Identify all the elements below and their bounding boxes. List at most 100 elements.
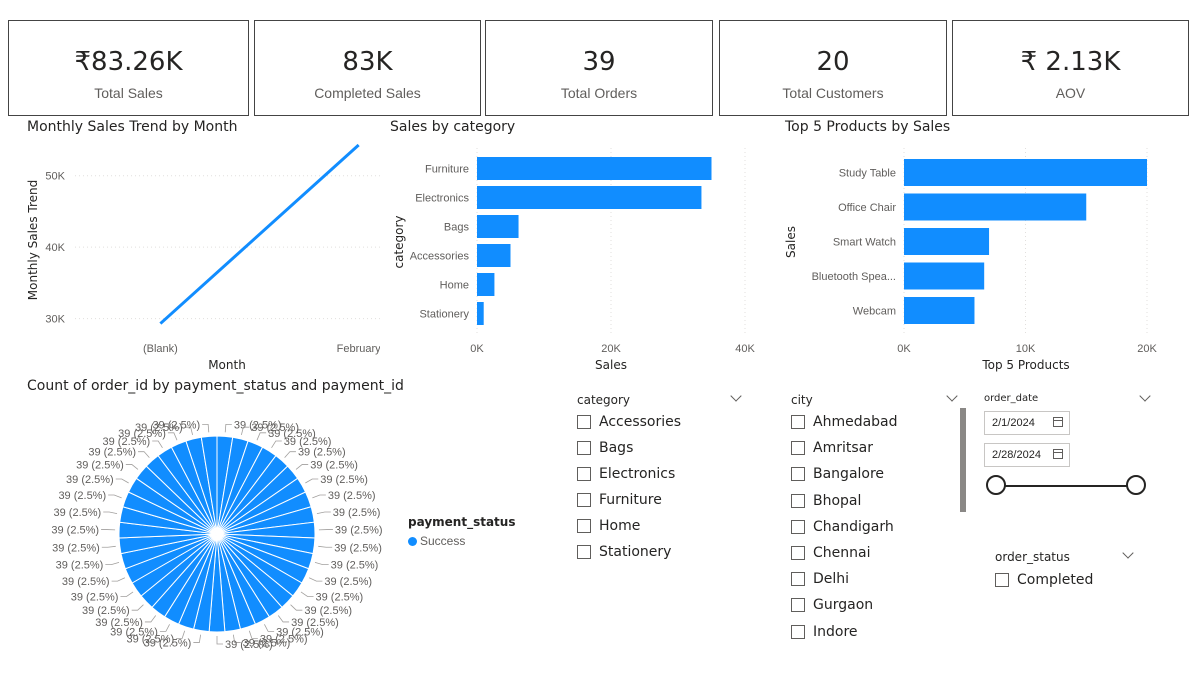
category-item-home[interactable]: Home [577,518,640,534]
monthly-sales-line-chart[interactable]: 30K 40K 50K (Blank) February Month Monthly … [20,140,380,375]
slice-label: 39 (2.5%) [95,617,143,629]
leader-line [216,636,223,645]
category-y-axis-title: category [392,215,406,268]
chevron-down-icon[interactable] [730,390,742,402]
bar[interactable] [477,273,495,296]
kpi-card-aov: ₹ 2.13K AOV [952,20,1189,116]
bar[interactable] [904,193,1087,221]
y-tick-label: 30K [45,314,65,326]
date-range-slider-start-handle[interactable] [986,475,1006,495]
start-date-input[interactable]: 2/1/2024 [984,411,1070,435]
category-label: Smart Watch [833,237,896,249]
calendar-icon[interactable] [1053,449,1063,459]
chevron-down-icon[interactable] [946,390,958,402]
products-x-axis-title: Top 5 Products [981,358,1069,372]
end-date-input[interactable]: 2/28/2024 [984,443,1070,467]
leader-line [108,494,122,499]
checkbox[interactable] [577,519,591,533]
legend-item-success[interactable]: Success [408,534,515,548]
leader-line [256,432,267,441]
leader-line [290,604,303,611]
city-item-indore[interactable]: Indore [791,624,858,640]
pie-legend: payment_status Success [408,515,515,548]
leader-line [184,426,193,436]
city-item-delhi[interactable]: Delhi [791,571,849,587]
chevron-down-icon[interactable] [1139,390,1151,402]
city-item-ahmedabad[interactable]: Ahmedabad [791,414,898,430]
date-range-slider-end-handle[interactable] [1126,475,1146,495]
kpi-label: Completed Sales [314,85,421,101]
slice-label: 39 (2.5%) [103,436,151,448]
city-item-bangalore[interactable]: Bangalore [791,466,884,482]
category-item-stationery[interactable]: Stationery [577,544,671,560]
item-label: Ahmedabad [813,414,898,430]
checkbox[interactable] [577,545,591,559]
checkbox[interactable] [791,546,805,560]
sales-trend-line[interactable] [159,143,360,325]
leader-line [312,494,326,499]
bar[interactable] [477,302,484,325]
top-products-chart[interactable]: Study Table Office Chair Smart Watch Blueto… [780,140,1180,375]
category-item-furniture[interactable]: Furniture [577,492,662,508]
city-item-gurgaon[interactable]: Gurgaon [791,597,873,613]
bar[interactable] [477,186,702,209]
leader-line [193,634,202,643]
category-item-accessories[interactable]: Accessories [577,414,681,430]
x-tick-label: 10K [1016,343,1036,355]
category-item-electronics[interactable]: Electronics [577,466,675,482]
bar[interactable] [904,297,975,324]
city-slicer-scrollbar[interactable] [960,408,966,512]
category-label: Electronics [415,193,469,205]
city-item-chennai[interactable]: Chennai [791,545,870,561]
checkbox[interactable] [791,415,805,429]
item-label: Home [599,518,641,534]
checkbox[interactable] [791,598,805,613]
bar[interactable] [477,157,712,180]
leader-line [159,624,170,632]
leader-line [264,624,275,632]
kpi-value: 83K [342,47,393,77]
checkbox[interactable] [577,441,591,455]
checkbox[interactable] [577,467,591,481]
checkbox[interactable] [791,519,805,534]
legend-dot-icon [408,536,417,546]
chevron-down-icon[interactable] [1122,547,1134,559]
sales-by-category-chart[interactable]: Furniture Electronics Bags Accessories Home S… [385,140,770,375]
slice-label: 39 (2.5%) [71,591,119,603]
bar[interactable] [904,159,1147,186]
category-label: Office Chair [838,202,896,214]
checkbox[interactable] [995,573,1009,587]
products-y-axis-title: Sales [784,226,798,258]
slice-label: 39 (2.5%) [324,576,372,588]
bar[interactable] [477,244,511,267]
slice-label: 39 (2.5%) [320,474,368,486]
checkbox[interactable] [791,467,805,482]
item-label: Completed [1017,572,1094,588]
category-item-bags[interactable]: Bags [577,440,633,456]
bar[interactable] [477,215,519,238]
calendar-icon[interactable] [1053,417,1063,427]
x-tick-label: 20K [1137,343,1157,355]
pie-slice[interactable] [200,435,218,535]
leader-line [115,478,129,484]
slice-label: 39 (2.5%) [51,525,99,537]
checkbox[interactable] [577,415,591,429]
checkbox[interactable] [577,493,591,507]
order-status-item-completed[interactable]: Completed [995,572,1093,588]
payment-pie-chart[interactable]: 39 (2.5%)39 (2.5%)39 (2.5%)39 (2.5%)39 (… [20,400,400,660]
leader-line [277,615,290,623]
city-item-chandigarh[interactable]: Chandigarh [791,519,894,535]
slice-label: 39 (2.5%) [118,428,166,440]
leader-line [167,432,178,441]
date-range-slider-track[interactable] [997,485,1137,487]
leader-line [295,464,309,470]
bar[interactable] [904,262,985,290]
city-item-amritsar[interactable]: Amritsar [791,440,873,456]
category-label: Webcam [853,306,896,318]
bar[interactable] [904,228,990,255]
checkbox[interactable] [791,493,805,508]
checkbox[interactable] [791,572,805,587]
checkbox[interactable] [791,624,805,639]
checkbox[interactable] [791,441,805,456]
city-item-bhopal[interactable]: Bhopal [791,493,861,509]
